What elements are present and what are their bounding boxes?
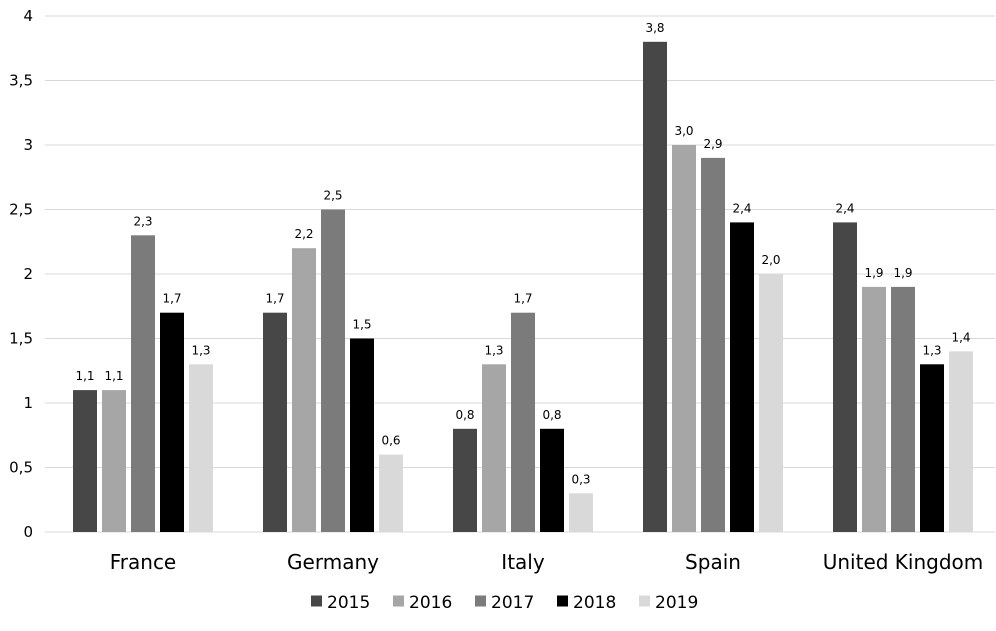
x-tick-label: France — [110, 550, 177, 574]
legend-label: 2017 — [491, 593, 534, 613]
data-label: 1,5 — [352, 318, 371, 332]
x-tick-label: United Kingdom — [823, 550, 984, 574]
bar-2016-germany — [292, 248, 316, 532]
data-label: 1,9 — [864, 266, 883, 280]
data-label: 1,3 — [484, 343, 503, 357]
data-label: 0,8 — [455, 408, 474, 422]
y-tick-label: 0,5 — [9, 459, 33, 477]
data-label: 1,1 — [104, 369, 123, 383]
data-label: 2,0 — [761, 253, 780, 267]
data-label: 1,4 — [951, 330, 970, 344]
legend-label: 2016 — [409, 593, 452, 613]
y-axis-tick-labels: 0 0,5 1 1,5 2 2,5 3 3,5 4 — [9, 7, 33, 541]
data-label: 1,3 — [922, 343, 941, 357]
y-tick-label: 0 — [23, 523, 33, 541]
bar-2018-spain — [730, 222, 754, 532]
legend-label: 2015 — [327, 593, 370, 613]
y-tick-label: 2,5 — [9, 201, 33, 219]
data-label: 3,8 — [645, 21, 664, 35]
data-label: 0,6 — [381, 434, 400, 448]
data-label: 1,9 — [893, 266, 912, 280]
x-tick-label: Italy — [501, 550, 545, 574]
data-label: 2,9 — [703, 137, 722, 151]
data-label: 0,3 — [571, 472, 590, 486]
bar-2019-italy — [569, 493, 593, 532]
x-axis-tick-labels: France Germany Italy Spain United Kingdom — [110, 550, 984, 574]
data-label: 1,1 — [75, 369, 94, 383]
bar-2019-germany — [379, 454, 403, 532]
data-label: 3,0 — [674, 124, 693, 138]
y-tick-label: 4 — [23, 7, 33, 25]
bars — [73, 41, 973, 533]
legend-swatch-2018 — [557, 595, 568, 607]
bar-2017-united-kingdom — [891, 286, 915, 532]
data-label: 2,4 — [835, 201, 854, 215]
y-tick-label: 3 — [23, 136, 33, 154]
data-label: 2,2 — [294, 227, 313, 241]
bar-2016-spain — [672, 145, 696, 532]
bar-2017-italy — [511, 312, 535, 532]
bar-2018-france — [160, 312, 184, 532]
legend: 2015 2016 2017 2018 2019 — [311, 593, 698, 613]
bar-2019-france — [189, 364, 213, 532]
legend-label: 2018 — [573, 593, 616, 613]
data-label: 1,3 — [191, 343, 210, 357]
data-labels: 1,1 1,1 2,3 1,7 1,3 1,7 2,2 2,5 1,5 0,6 0,8 1,3 1,7 0… — [75, 21, 970, 486]
legend-swatch-2015 — [311, 595, 322, 607]
bar-2019-united-kingdom — [949, 351, 973, 532]
data-label: 0,8 — [542, 408, 561, 422]
bar-2017-germany — [321, 209, 345, 532]
bar-2015-italy — [453, 428, 477, 532]
data-label: 2,5 — [323, 189, 342, 203]
data-label: 1,7 — [265, 292, 284, 306]
bar-2016-united-kingdom — [862, 286, 886, 532]
data-label: 2,3 — [133, 214, 152, 228]
data-label: 1,7 — [162, 292, 181, 306]
legend-label: 2019 — [655, 593, 698, 613]
bar-2015-united-kingdom — [833, 222, 857, 532]
y-tick-label: 1,5 — [9, 330, 33, 348]
x-tick-label: Spain — [685, 550, 741, 574]
y-tick-label: 2 — [23, 265, 33, 283]
bar-2018-united-kingdom — [920, 364, 944, 532]
bar-2018-italy — [540, 428, 564, 532]
bar-2015-spain — [643, 41, 667, 533]
bar-2015-france — [73, 390, 97, 532]
legend-swatch-2016 — [393, 595, 404, 607]
bar-2019-spain — [759, 274, 783, 532]
bar-2015-germany — [263, 312, 287, 532]
x-tick-label: Germany — [287, 550, 379, 574]
bar-2018-germany — [350, 338, 374, 532]
bar-2016-france — [102, 390, 126, 532]
data-label: 1,7 — [513, 292, 532, 306]
legend-swatch-2017 — [475, 595, 486, 607]
bar-2017-france — [131, 235, 155, 533]
bar-2017-spain — [701, 157, 725, 532]
legend-swatch-2019 — [639, 595, 650, 607]
bar-2016-italy — [482, 364, 506, 532]
y-tick-label: 1 — [23, 394, 33, 412]
y-tick-label: 3,5 — [9, 72, 33, 90]
data-label: 2,4 — [732, 201, 751, 215]
